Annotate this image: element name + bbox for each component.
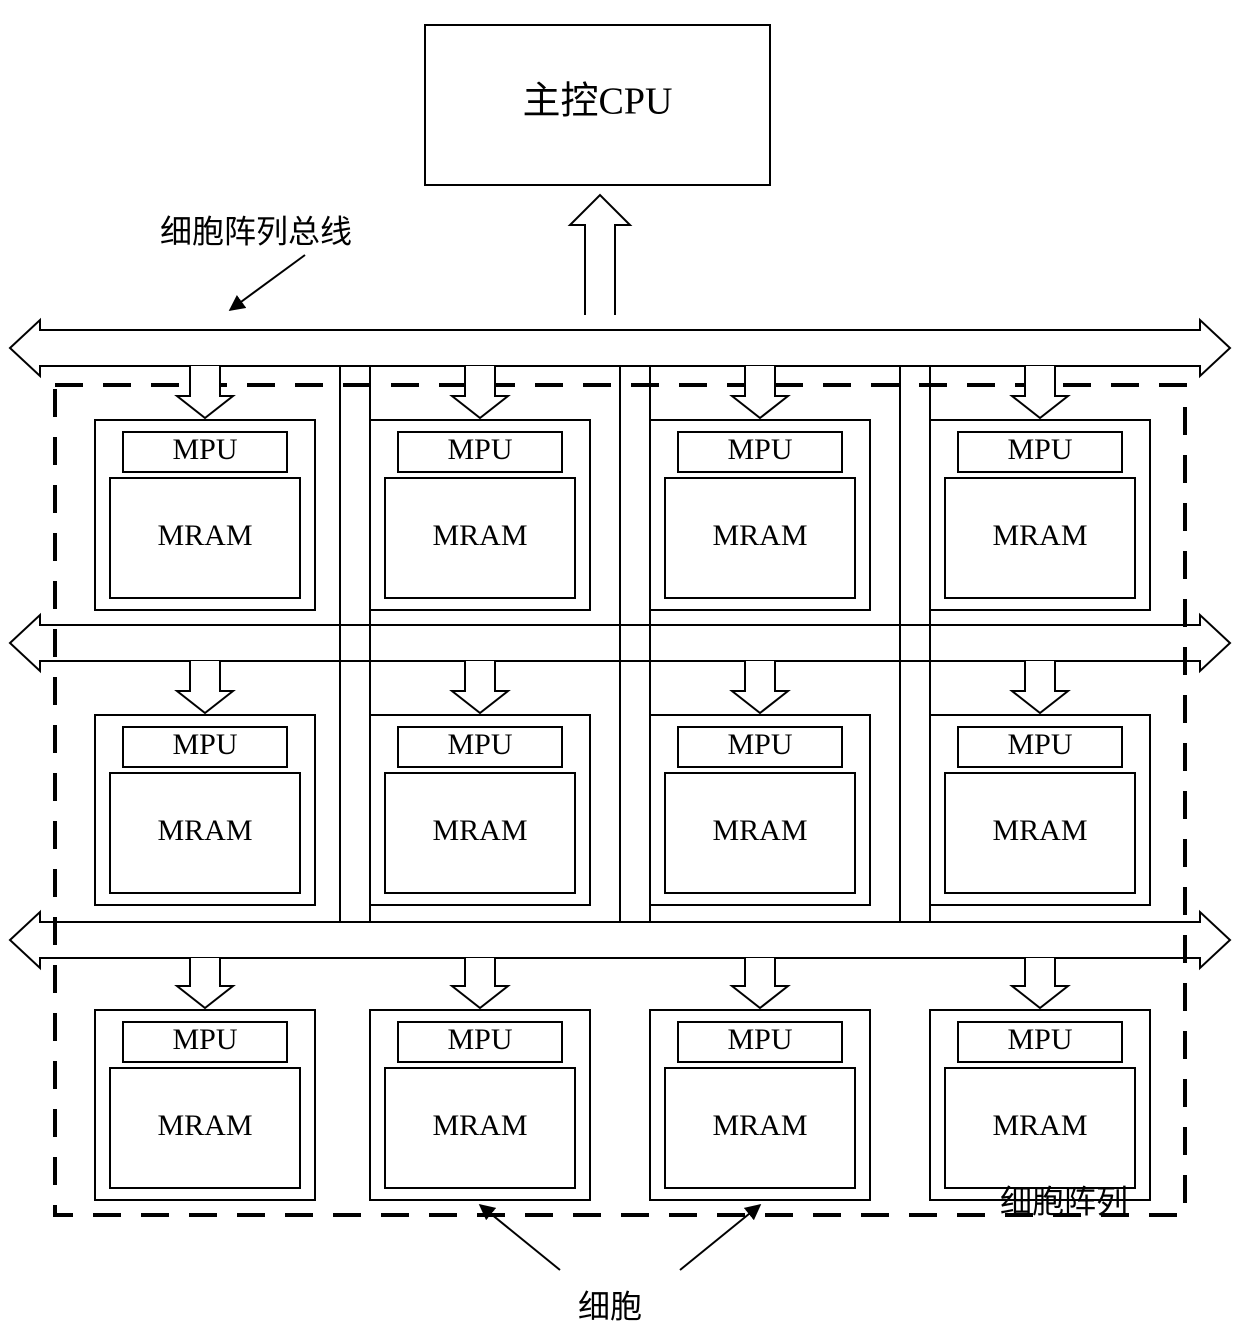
cell: MPU MRAM — [930, 1010, 1150, 1200]
cell-arrow — [452, 958, 508, 1008]
cell-arrow — [177, 366, 233, 418]
cell: MPU MRAM — [370, 1010, 590, 1200]
mram-label: MRAM — [712, 1109, 807, 1142]
mram-label: MRAM — [992, 519, 1087, 552]
mpu-label: MPU — [447, 433, 512, 466]
mram-label: MRAM — [432, 814, 527, 847]
cell: MPU MRAM — [95, 420, 315, 610]
mpu-label: MPU — [727, 433, 792, 466]
mram-label: MRAM — [712, 519, 807, 552]
mpu-label: MPU — [1007, 1023, 1072, 1056]
mpu-label: MPU — [727, 728, 792, 761]
mpu-label: MPU — [1007, 728, 1072, 761]
cell-label: 细胞 — [578, 1288, 642, 1324]
cell: MPU MRAM — [370, 715, 590, 905]
mram-label: MRAM — [992, 1109, 1087, 1142]
bus-label-arrow — [230, 255, 305, 310]
cell-arrow — [452, 366, 508, 418]
mpu-label: MPU — [172, 433, 237, 466]
mram-label: MRAM — [992, 814, 1087, 847]
mpu-label: MPU — [1007, 433, 1072, 466]
mpu-label: MPU — [447, 728, 512, 761]
mpu-label: MPU — [447, 1023, 512, 1056]
array-label: 细胞阵列 — [1000, 1183, 1128, 1219]
mpu-label: MPU — [172, 728, 237, 761]
cell-arrow — [732, 661, 788, 713]
cell-arrow — [1012, 958, 1068, 1008]
cell-arrow — [177, 661, 233, 713]
cell-arrow — [1012, 366, 1068, 418]
cell: MPU MRAM — [930, 715, 1150, 905]
cell-arrow — [1012, 661, 1068, 713]
cell-arrow — [177, 958, 233, 1008]
mram-label: MRAM — [432, 1109, 527, 1142]
cell-arrow — [732, 366, 788, 418]
cell: MPU MRAM — [650, 1010, 870, 1200]
cell: MPU MRAM — [930, 420, 1150, 610]
cell: MPU MRAM — [95, 715, 315, 905]
mram-label: MRAM — [432, 519, 527, 552]
cpu-label: 主控CPU — [523, 81, 673, 123]
mram-label: MRAM — [157, 1109, 252, 1142]
cell: MPU MRAM — [370, 420, 590, 610]
cell-arrow — [732, 958, 788, 1008]
mram-label: MRAM — [712, 814, 807, 847]
mram-label: MRAM — [157, 814, 252, 847]
diagram-canvas: 主控CPU细胞阵列总线MPUMRAMMPUMRAMMPUMRAMMPUMRAMM… — [0, 0, 1240, 1325]
cell-arrow — [452, 661, 508, 713]
mpu-label: MPU — [172, 1023, 237, 1056]
mpu-label: MPU — [727, 1023, 792, 1056]
mram-label: MRAM — [157, 519, 252, 552]
cpu-arrow — [570, 195, 630, 315]
cell: MPU MRAM — [650, 715, 870, 905]
cell: MPU MRAM — [650, 420, 870, 610]
bus-label: 细胞阵列总线 — [160, 213, 352, 249]
cell: MPU MRAM — [95, 1010, 315, 1200]
